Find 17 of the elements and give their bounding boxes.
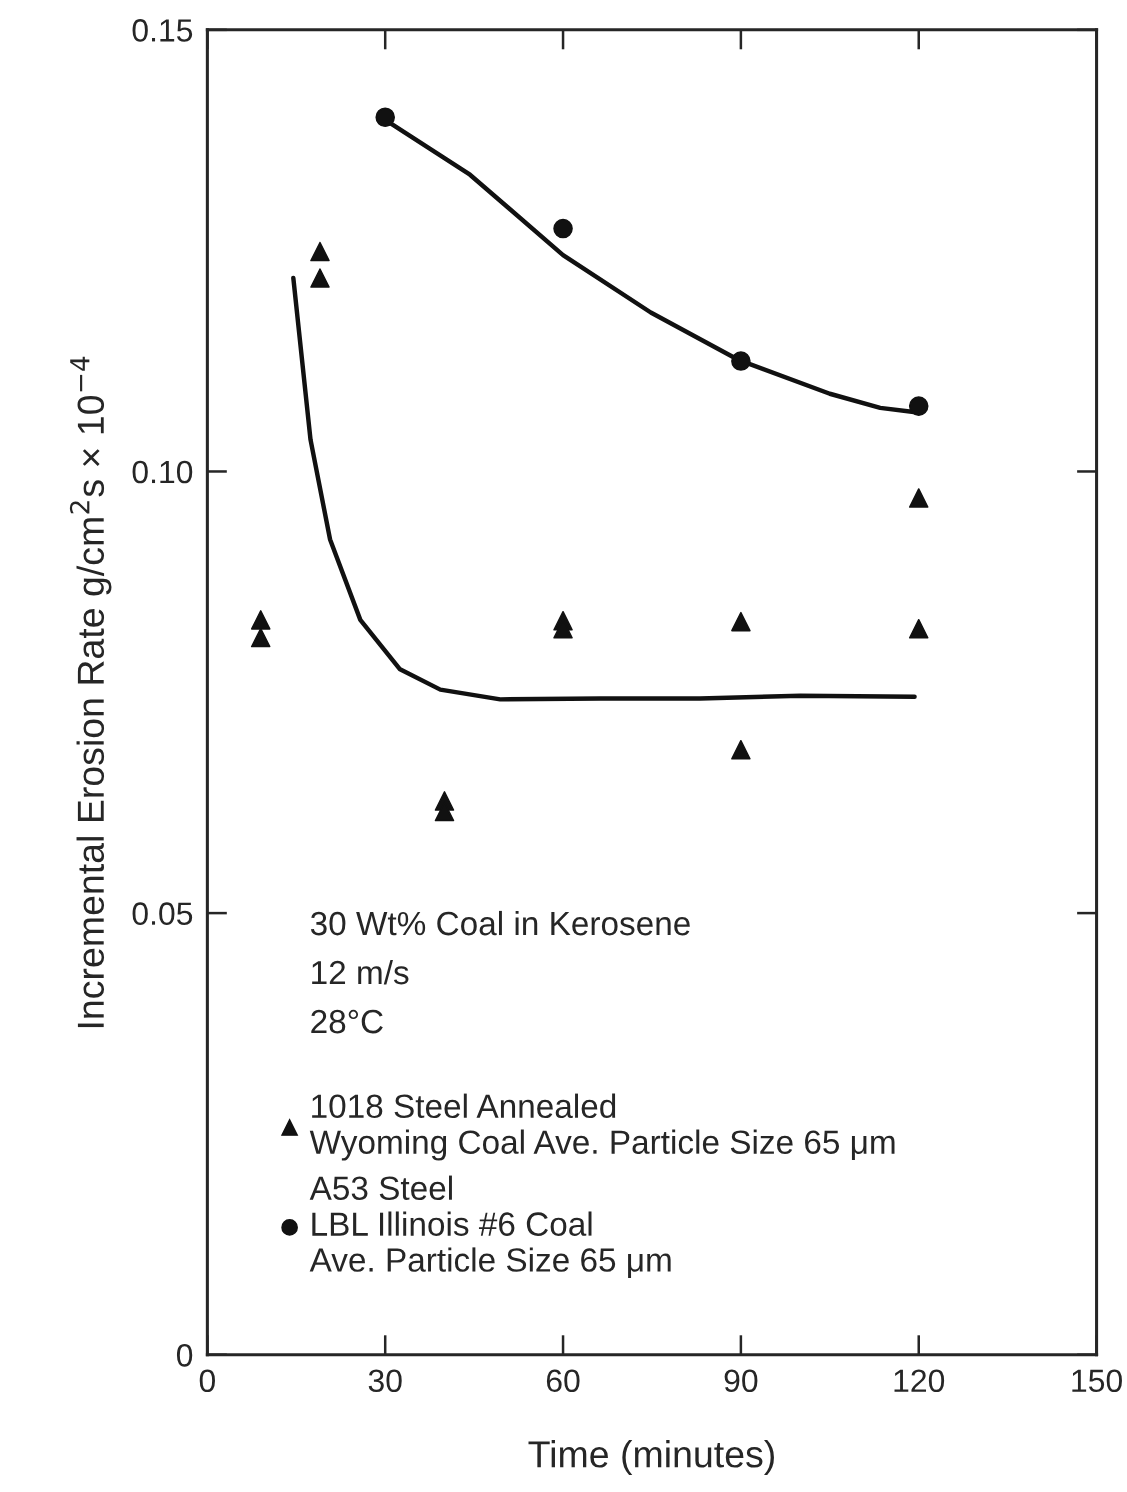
x-tick-label: 30	[368, 1369, 402, 1393]
legend-label: A53 Steel LBL Illinois #6 Coal Ave. Particle Size 65 μm	[309, 1175, 671, 1278]
x-axis-title: Time (minutes)	[528, 1440, 774, 1476]
y-tick-label: 0.10	[132, 460, 193, 484]
y-tick-label: 0.15	[132, 19, 193, 42]
x-tick-label: 60	[546, 1369, 580, 1393]
legend-label: 1018 Steel Annealed Wyoming Coal Ave. Particle Size 65 μm	[309, 1093, 895, 1161]
annotation: 28°C	[311, 1009, 383, 1034]
x-tick-label: 0	[199, 1369, 215, 1393]
y-tick-label: 0.05	[132, 902, 193, 925]
x-tick-label: 120	[894, 1369, 945, 1393]
y-axis-title: Incremental Erosion Rate g/cm$^{2}$s × 10$^{−4}$	[69, 356, 112, 1028]
x-tick-label: 90	[724, 1369, 758, 1393]
annotation: 12 m/s	[312, 959, 409, 985]
annotation: 30 Wt% Coal in Kerosene	[310, 910, 690, 936]
x-tick-label: 150	[1072, 1369, 1122, 1393]
y-tick-label: 0	[176, 1344, 193, 1367]
